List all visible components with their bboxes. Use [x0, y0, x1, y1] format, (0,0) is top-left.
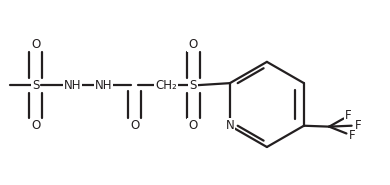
Text: O: O	[31, 119, 40, 132]
Text: N: N	[225, 119, 234, 132]
Text: O: O	[31, 38, 40, 51]
Text: F: F	[349, 129, 355, 142]
Text: NH: NH	[64, 79, 82, 92]
Text: S: S	[32, 79, 39, 92]
Text: O: O	[130, 119, 139, 132]
Text: F: F	[345, 110, 351, 122]
Text: F: F	[355, 119, 362, 132]
Text: O: O	[188, 119, 198, 132]
Text: S: S	[190, 79, 197, 92]
Text: O: O	[188, 38, 198, 51]
Text: NH: NH	[95, 79, 112, 92]
Text: CH₂: CH₂	[155, 79, 177, 92]
